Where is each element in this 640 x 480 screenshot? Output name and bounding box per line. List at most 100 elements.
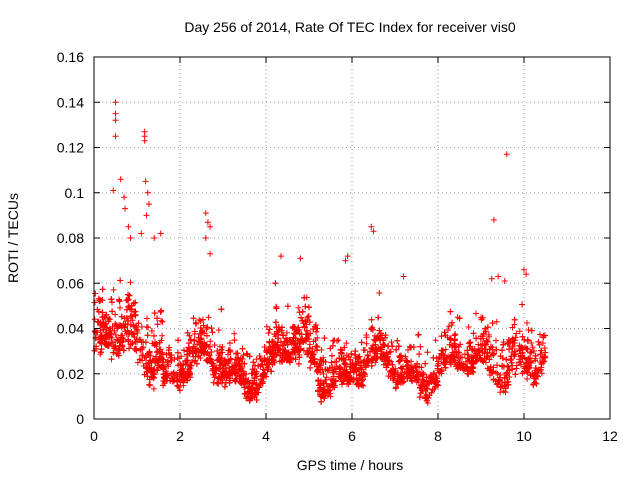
data-point [112,133,119,140]
data-point [330,380,336,387]
data-point [504,363,511,370]
data-point [129,317,136,324]
data-point [344,380,350,387]
data-point [450,353,457,360]
data-point [370,228,377,235]
data-point [234,350,241,357]
data-point [295,304,302,311]
data-point [512,334,519,341]
data-point [98,333,105,339]
data-point [127,321,134,328]
data-point [441,361,448,368]
data-point [311,359,318,366]
data-point [174,377,181,384]
data-point [182,371,189,378]
data-point [292,335,299,341]
data-point [431,379,438,386]
data-point [354,358,361,365]
data-point [307,364,314,371]
data-point [343,361,350,368]
data-point [429,386,436,393]
data-point [491,350,498,357]
data-point [524,356,531,363]
data-point [204,219,211,226]
data-point [392,385,399,392]
data-point [160,382,167,389]
data-point [420,377,427,384]
data-point [295,360,302,367]
data-point [266,339,273,346]
data-point [462,351,468,358]
data-point [464,355,471,362]
data-point [523,345,530,352]
data-point [376,327,383,334]
data-point [195,347,202,354]
data-point [103,311,110,318]
data-point [177,361,184,368]
data-point [318,392,325,399]
data-point [423,385,430,392]
y-tick-label: 0.04 [57,321,84,337]
data-point [445,327,451,333]
data-point [293,328,300,335]
data-point [226,347,233,354]
data-point [375,345,382,352]
data-point [482,346,489,353]
data-point [317,381,324,388]
data-point [112,110,119,117]
data-point [330,369,337,376]
data-point [283,338,290,345]
data-point [120,347,127,354]
y-axis-label: ROTI / TECUs [5,193,21,283]
data-point [523,271,530,278]
data-point [164,359,171,366]
data-point [503,370,510,377]
data-point [244,390,251,397]
data-point [207,250,214,257]
data-point [535,338,542,345]
data-point [331,384,338,391]
data-point [292,341,299,348]
data-point [356,353,363,360]
data-point [154,367,161,374]
data-point [150,385,157,392]
data-point [383,349,390,356]
data-point [117,339,124,346]
data-point [312,322,319,328]
data-point [419,376,426,383]
data-point [190,315,197,322]
data-point [97,327,104,334]
data-point [335,337,342,344]
data-point [503,151,510,158]
data-point [216,354,223,361]
x-tick-label: 6 [348,428,356,444]
data-point [272,319,279,326]
data-point [343,340,350,347]
data-point [264,364,271,371]
data-point [453,363,460,370]
data-point [537,331,543,338]
data-point [248,370,255,377]
data-point [314,366,321,373]
data-point [415,331,422,338]
data-point [158,307,165,314]
data-point [451,359,458,366]
data-point [238,380,245,387]
data-point [317,362,324,369]
data-point [220,373,227,380]
data-point [361,347,368,354]
data-point [250,359,257,366]
data-point [445,323,452,330]
data-point [422,394,429,401]
data-point [239,355,246,362]
data-point [109,308,116,315]
data-point [473,335,480,342]
data-point [396,358,403,365]
data-point [188,359,195,366]
data-point [257,355,264,362]
y-tick-label: 0.16 [57,49,84,65]
data-point [227,355,234,362]
data-point [400,273,407,280]
data-point [187,337,194,344]
data-point [441,329,448,336]
